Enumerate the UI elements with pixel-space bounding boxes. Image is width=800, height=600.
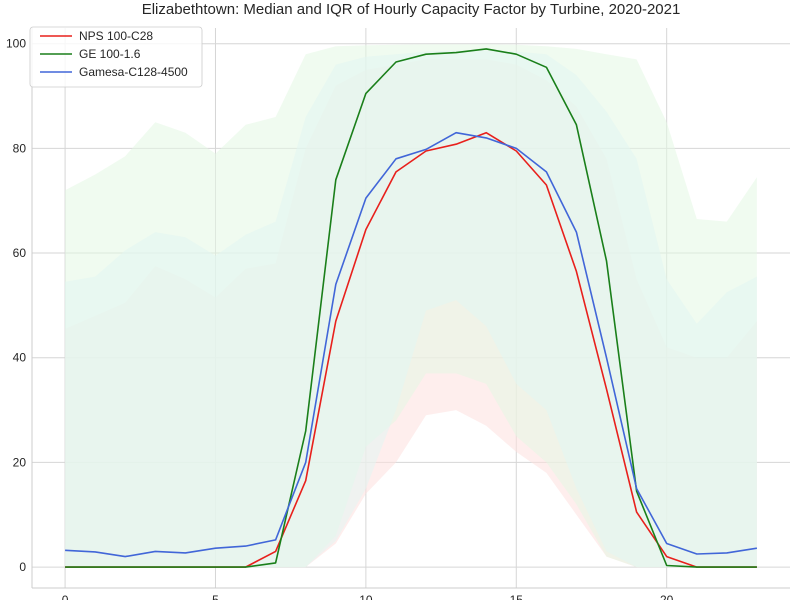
y-tick-label: 100 xyxy=(6,37,26,51)
x-tick-label: 0 xyxy=(62,593,69,600)
x-tick-label: 20 xyxy=(660,593,674,600)
median-lines xyxy=(65,48,758,568)
y-tick-label: 0 xyxy=(19,560,26,574)
legend-label-nps: NPS 100-C28 xyxy=(79,29,153,43)
legend-label-gamesa: Gamesa-C128-4500 xyxy=(79,65,188,79)
y-tick-label: 40 xyxy=(13,351,27,365)
iqr-band-series-2 xyxy=(65,50,757,568)
x-tick-label: 10 xyxy=(359,593,373,600)
iqr-bands xyxy=(65,44,757,568)
legend-frame xyxy=(29,26,203,88)
tick-labels: 0 20 40 60 80 100 0 5 10 15 20 xyxy=(6,37,674,600)
y-tick-label: 60 xyxy=(13,246,27,260)
x-tick-label: 5 xyxy=(212,593,219,600)
chart-title: Elizabethtown: Median and IQR of Hourly … xyxy=(142,1,681,18)
axes xyxy=(31,28,790,589)
median-line-series-1 xyxy=(65,48,757,568)
y-tick-label: 80 xyxy=(13,141,27,155)
y-tick-label: 20 xyxy=(13,455,27,469)
x-tick-label: 15 xyxy=(510,593,524,600)
median-line-series-2 xyxy=(65,131,758,558)
legend: NPS 100-C28 GE 100-1.6 Gamesa-C128-4500 xyxy=(29,26,203,88)
legend-label-ge: GE 100-1.6 xyxy=(79,47,141,61)
